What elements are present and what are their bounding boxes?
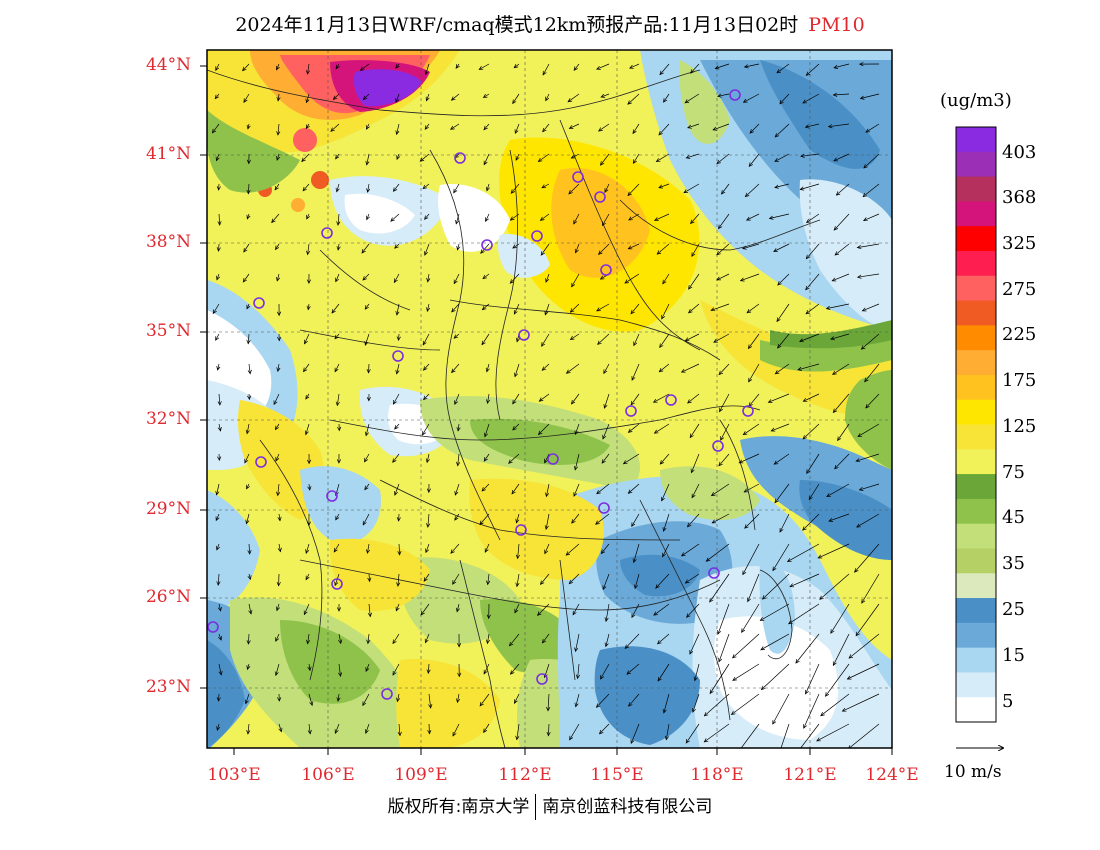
lat-label-26n: 26°N [145,587,191,607]
city-marker [665,394,677,406]
lat-label-29n: 29°N [145,499,191,519]
lon-label-112e: 112°E [498,765,552,785]
colorbar-frame [955,126,997,723]
colorbar-label: 403 [1002,142,1037,163]
lon-label-109e: 109°E [394,765,448,785]
city-marker [531,230,543,242]
lat-label-41n: 41°N [145,144,191,164]
colorbar-swatch [956,548,996,574]
colorbar-swatch [956,424,996,450]
lon-label-103e: 103°E [207,765,261,785]
colorbar-swatch [956,573,996,599]
city-marker [331,578,343,590]
colorbar-swatch [956,399,996,425]
city-marker [547,453,559,465]
city-marker [729,89,741,101]
colorbar-swatch [956,672,996,698]
colorbar-swatch [956,325,996,351]
title-text: 2024年11月13日WRF/cmaq模式12km预报产品:11月13日02时 [235,14,799,36]
colorbar-swatch [956,127,996,153]
copyright-company: 南京创蓝科技有限公司 [542,797,713,817]
colorbar-label: 5 [1002,691,1014,712]
lat-label-32n: 32°N [145,409,191,429]
city-marker [326,490,338,502]
lon-label-115e: 115°E [590,765,644,785]
colorbar-label: 175 [1002,370,1037,391]
colorbar-swatch [956,647,996,673]
city-marker [600,264,612,276]
colorbar-swatch [956,151,996,178]
city-markers [207,89,754,700]
copyright-owner: 版权所有:南京大学 [387,797,530,817]
colorbar-swatch [956,350,996,376]
colorbar-label: 225 [1002,324,1037,345]
city-marker [594,191,606,203]
lon-label-124e: 124°E [865,765,919,785]
city-marker [253,297,265,309]
colorbar-swatch [956,697,996,723]
city-marker [572,171,584,183]
city-marker [518,329,530,341]
colorbar-swatch [956,449,996,475]
map-title: 2024年11月13日WRF/cmaq模式12km预报产品:11月13日02时 P… [0,10,1100,37]
colorbar-swatch [956,523,996,549]
colorbar-label: 325 [1002,233,1037,254]
colorbar-label: 15 [1002,645,1025,666]
lat-label-35n: 35°N [145,321,191,341]
lat-label-38n: 38°N [145,232,191,252]
colorbar-label: 368 [1002,187,1037,208]
colorbar-swatch [956,598,996,624]
lat-label-44n: 44°N [145,55,191,75]
lat-label-23n: 23°N [145,677,191,697]
colorbar-label: 45 [1002,507,1025,528]
city-marker [536,673,548,685]
colorbar-swatch [956,300,996,326]
wind-vectors [211,62,880,748]
colorbar-label: 25 [1002,599,1025,620]
colorbar-swatch [956,498,996,525]
concentration-field [207,50,892,748]
city-marker [392,350,404,362]
axis-ticks [200,65,893,755]
city-marker [381,688,393,700]
colorbar-label: 75 [1002,462,1025,483]
pollutant-label: PM10 [808,14,865,36]
colorbar-swatch [956,622,996,649]
colorbar-label: 35 [1002,553,1025,574]
colorbar-unit: (ug/m3) [940,90,1012,111]
colorbar-swatch [956,226,996,252]
city-marker [454,152,466,164]
lon-label-106e: 106°E [301,765,355,785]
graticule [207,50,892,748]
city-marker [712,440,724,452]
copyright-separator [535,794,537,820]
lon-label-118e: 118°E [690,765,744,785]
city-marker [625,405,637,417]
colorbar-swatch [956,374,996,401]
city-marker [742,405,754,417]
city-marker [321,227,333,239]
map-frame [206,49,893,749]
colorbar-swatch [956,250,996,277]
city-marker [255,456,267,468]
city-marker [515,524,527,536]
colorbar [955,126,997,723]
colorbar-swatch [956,275,996,302]
colorbar-swatch [956,201,996,227]
city-marker [207,621,219,633]
reference-vector-label: 10 m/s [944,762,1002,782]
colorbar-swatch [956,474,996,500]
boundary-lines [207,69,821,748]
copyright-line: 版权所有:南京大学 南京创蓝科技有限公司 [0,792,1100,820]
city-marker [481,239,493,251]
colorbar-swatch [956,176,996,202]
city-marker [708,567,720,579]
lon-label-121e: 121°E [783,765,837,785]
colorbar-label: 275 [1002,279,1037,300]
colorbar-label: 125 [1002,416,1037,437]
city-marker [598,502,610,514]
